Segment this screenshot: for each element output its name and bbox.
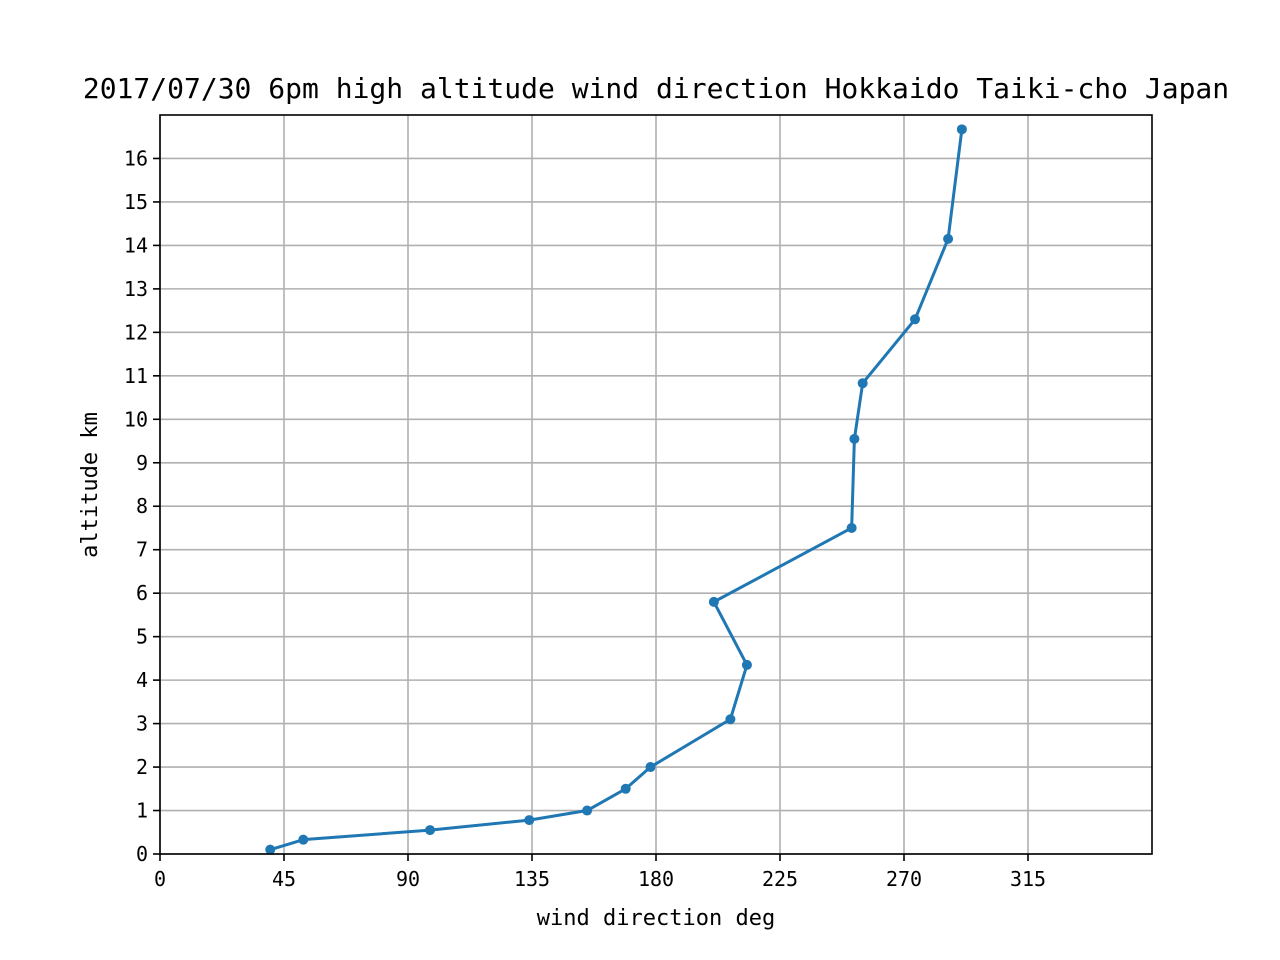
data-point <box>943 233 954 244</box>
y-tick-label: 1 <box>136 799 148 823</box>
data-point <box>857 378 868 389</box>
y-axis-label: altitude km <box>78 412 103 558</box>
data-point <box>725 714 736 725</box>
x-axis-label: wind direction deg <box>537 906 775 931</box>
data-point <box>265 844 276 855</box>
plot-frame <box>159 114 1153 855</box>
data-point <box>956 124 967 135</box>
y-tick-label: 5 <box>136 625 148 649</box>
y-tick-label: 9 <box>136 451 148 475</box>
y-tick-label: 7 <box>136 538 148 562</box>
series-line <box>268 127 964 852</box>
data-point <box>846 522 857 533</box>
y-tick-label: 6 <box>136 581 148 605</box>
y-tick-label: 16 <box>124 146 148 170</box>
x-tick-label: 0 <box>154 867 166 891</box>
y-tick-label: 2 <box>136 755 148 779</box>
y-tick-label: 4 <box>136 668 148 692</box>
data-point <box>620 783 631 794</box>
y-tick-label: 11 <box>124 364 148 388</box>
y-tick-label: 13 <box>124 277 148 301</box>
x-axis-ticks: 0 45 90 135 180 225 270 315 <box>154 854 1046 891</box>
x-tick-label: 315 <box>1010 867 1046 891</box>
y-tick-label: 14 <box>124 233 148 257</box>
x-tick-label: 135 <box>514 867 550 891</box>
y-tick-label: 3 <box>136 712 148 736</box>
x-tick-label: 225 <box>762 867 798 891</box>
data-point <box>645 762 656 773</box>
x-tick-label: 90 <box>396 867 420 891</box>
data-point <box>708 596 719 607</box>
y-tick-label: 0 <box>136 842 148 866</box>
data-point <box>425 825 436 836</box>
x-tick-label: 270 <box>886 867 922 891</box>
grid <box>159 115 1152 855</box>
data-point <box>741 659 752 670</box>
chart-title: 2017/07/30 6pm high altitude wind direct… <box>83 72 1229 105</box>
y-tick-label: 15 <box>124 190 148 214</box>
y-tick-label: 8 <box>136 494 148 518</box>
series <box>265 124 967 855</box>
data-point <box>524 815 535 826</box>
y-tick-label: 10 <box>124 407 148 431</box>
x-tick-label: 45 <box>272 867 296 891</box>
x-tick-label: 180 <box>638 867 674 891</box>
data-point <box>582 805 593 816</box>
data-point <box>849 433 860 444</box>
data-point <box>910 314 921 325</box>
y-tick-label: 12 <box>124 320 148 344</box>
data-point <box>298 834 309 845</box>
